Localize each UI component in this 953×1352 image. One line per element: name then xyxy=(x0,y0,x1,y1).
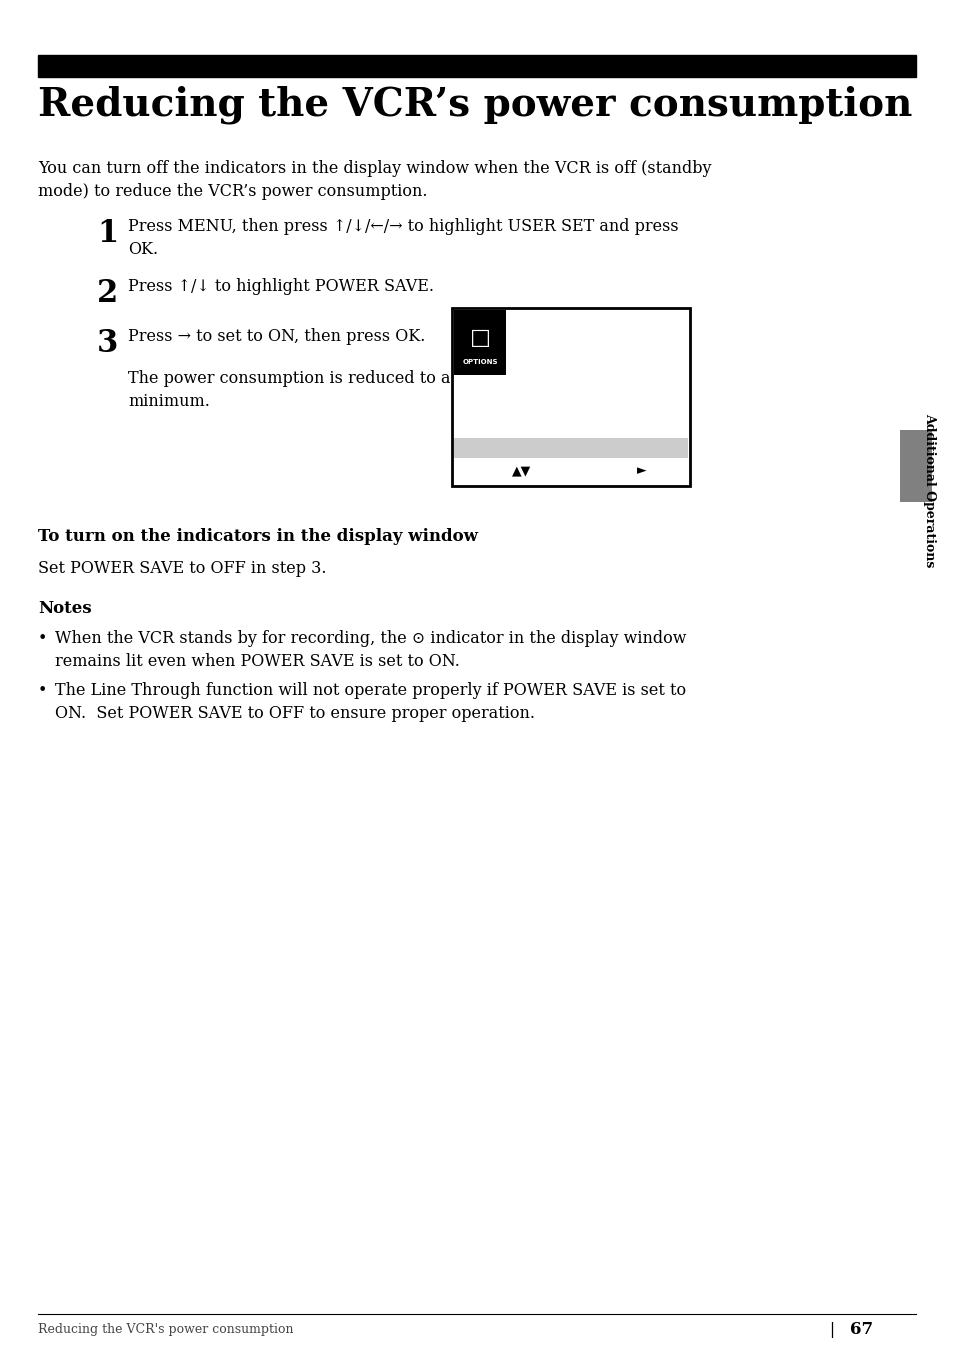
Text: 3: 3 xyxy=(96,329,118,360)
Text: Additional Operations: Additional Operations xyxy=(923,412,936,568)
Text: Press ↑/↓ to highlight POWER SAVE.: Press ↑/↓ to highlight POWER SAVE. xyxy=(128,279,434,295)
Text: ▲▼: ▲▼ xyxy=(512,465,531,477)
Bar xyxy=(452,308,689,485)
Text: To turn on the indicators in the display window: To turn on the indicators in the display… xyxy=(38,529,477,545)
Text: Set POWER SAVE to OFF in step 3.: Set POWER SAVE to OFF in step 3. xyxy=(38,560,326,577)
Text: Reducing the VCR’s power consumption: Reducing the VCR’s power consumption xyxy=(38,85,911,123)
Text: You can turn off the indicators in the display window when the VCR is off (stand: You can turn off the indicators in the d… xyxy=(38,160,711,200)
Text: •: • xyxy=(38,681,48,699)
Text: Reducing the VCR's power consumption: Reducing the VCR's power consumption xyxy=(38,1324,294,1337)
Text: The power consumption is reduced to a
minimum.: The power consumption is reduced to a mi… xyxy=(128,370,450,411)
Text: Notes: Notes xyxy=(38,600,91,617)
Bar xyxy=(454,438,687,458)
Text: ►: ► xyxy=(637,465,646,477)
Bar xyxy=(38,55,915,77)
Text: |: | xyxy=(828,1322,834,1338)
Text: The Line Through function will not operate properly if POWER SAVE is set to
ON. : The Line Through function will not opera… xyxy=(55,681,685,722)
Text: •: • xyxy=(38,630,48,648)
Text: 67: 67 xyxy=(849,1321,872,1338)
Text: 2: 2 xyxy=(96,279,118,310)
Text: Press MENU, then press ↑/↓/←/→ to highlight USER SET and press
OK.: Press MENU, then press ↑/↓/←/→ to highli… xyxy=(128,218,678,258)
Text: When the VCR stands by for recording, the ⊙ indicator in the display window
rema: When the VCR stands by for recording, th… xyxy=(55,630,686,671)
Bar xyxy=(454,310,505,375)
Text: Press → to set to ON, then press OK.: Press → to set to ON, then press OK. xyxy=(128,329,425,345)
Text: □: □ xyxy=(469,327,490,349)
Text: 1: 1 xyxy=(97,218,118,249)
Bar xyxy=(899,430,931,502)
Text: OPTIONS: OPTIONS xyxy=(462,360,497,365)
